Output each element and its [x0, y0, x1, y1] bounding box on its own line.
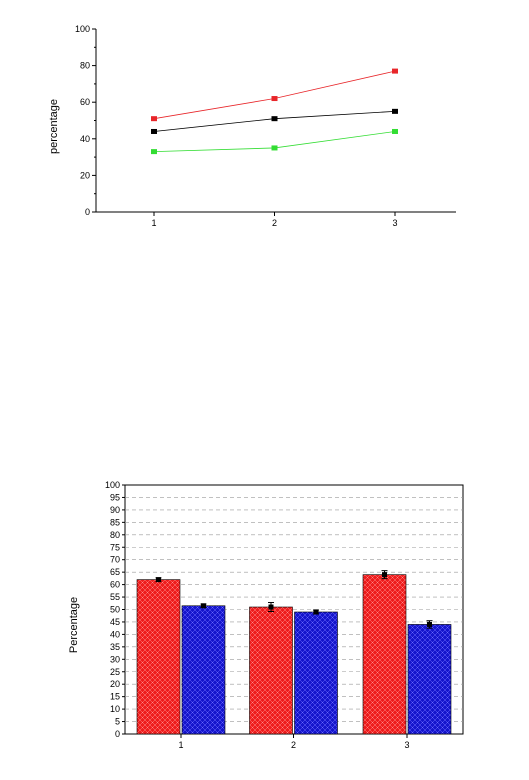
y-tick-label: 65	[110, 567, 120, 577]
y-tick-label: 85	[110, 517, 120, 527]
y-tick-label: 60	[80, 97, 90, 107]
x-tick-label: 3	[404, 740, 409, 750]
y-tick-label: 20	[110, 679, 120, 689]
series-line	[153, 110, 396, 132]
bar	[294, 611, 338, 735]
data-point	[392, 68, 398, 74]
bar	[249, 606, 293, 735]
mean-marker	[382, 572, 387, 578]
bar	[136, 579, 181, 735]
y-tick-label: 40	[110, 629, 120, 639]
y-tick-label: 100	[105, 480, 120, 490]
y-tick-label: 15	[110, 692, 120, 702]
data-point	[392, 128, 398, 134]
bar	[362, 574, 407, 735]
data-point	[151, 128, 157, 134]
x-tick-label: 2	[291, 740, 296, 750]
y-tick-label: 55	[110, 592, 120, 602]
data-point	[271, 96, 278, 102]
y-tick-label: 70	[110, 555, 120, 565]
y-tick-label: 20	[80, 170, 90, 180]
y-tick-label: 80	[80, 61, 90, 71]
y-tick-label: 25	[110, 667, 120, 677]
y-tick-label: 35	[110, 642, 120, 652]
mean-marker	[156, 577, 161, 583]
bar	[407, 624, 452, 735]
y-tick-label: 45	[110, 617, 120, 627]
data-point	[271, 116, 278, 122]
y-tick-label: 40	[80, 134, 90, 144]
mean-marker	[201, 603, 206, 609]
y-tick-label: 30	[110, 654, 120, 664]
x-tick-label: 1	[178, 740, 183, 750]
y-tick-label: 100	[75, 24, 90, 34]
plot-frame	[124, 484, 464, 735]
data-point	[271, 145, 278, 151]
x-tick-label: 2	[272, 218, 277, 228]
y-tick-label: 0	[85, 207, 90, 217]
y-tick-label: 95	[110, 492, 120, 502]
data-point	[151, 116, 157, 122]
y-tick-label: 90	[110, 505, 120, 515]
data-point	[151, 149, 157, 155]
y-axis-title: Percentage	[68, 597, 80, 653]
series-line	[153, 70, 396, 120]
y-tick-label: 80	[110, 530, 120, 540]
y-tick-label: 0	[115, 729, 120, 739]
y-axis-title: percentage	[48, 99, 60, 154]
line-chart: 0 20 40 60 80 100 1 2 3 percentage	[48, 24, 456, 228]
y-tick-label: 60	[110, 580, 120, 590]
x-tick-label: 3	[392, 218, 397, 228]
y-tick-label: 75	[110, 542, 120, 552]
mean-marker	[268, 604, 274, 610]
mean-marker	[313, 609, 319, 615]
bar	[181, 605, 226, 735]
data-point	[392, 108, 398, 114]
y-tick-label: 5	[115, 717, 120, 727]
mean-marker	[427, 621, 432, 627]
y-tick-label: 10	[110, 704, 120, 714]
y-tick-label: 50	[110, 605, 120, 615]
x-tick-label: 1	[151, 218, 156, 228]
